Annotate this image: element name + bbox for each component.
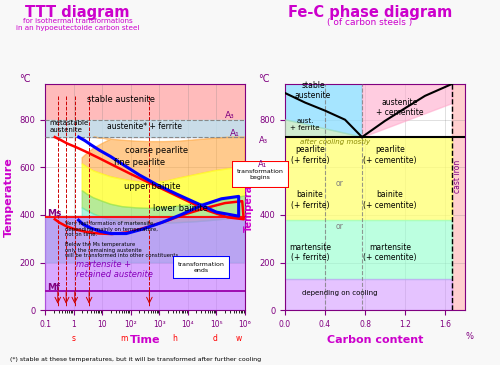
- Text: pearlite
(+ ferrite): pearlite (+ ferrite): [291, 145, 329, 165]
- Polygon shape: [285, 84, 362, 137]
- X-axis label: Time: Time: [130, 335, 160, 345]
- Text: %: %: [466, 332, 474, 341]
- Text: A₃: A₃: [225, 111, 235, 120]
- Text: or: or: [336, 179, 344, 188]
- Text: stable austenite: stable austenite: [87, 95, 155, 104]
- Y-axis label: Temperature: Temperature: [4, 157, 14, 237]
- Text: Fe-C phase diagram: Fe-C phase diagram: [288, 5, 452, 20]
- Text: transformation
ends: transformation ends: [178, 262, 224, 273]
- Polygon shape: [285, 120, 362, 137]
- Text: for isothermal transformations
in an hypoeutectoide carbon steel: for isothermal transformations in an hyp…: [16, 18, 139, 31]
- Text: ( of carbon steels ): ( of carbon steels ): [328, 18, 412, 27]
- Text: or: or: [336, 222, 344, 231]
- Polygon shape: [82, 191, 245, 224]
- Text: coarse pearlite: coarse pearlite: [125, 146, 188, 155]
- Text: lower bainite: lower bainite: [153, 204, 208, 214]
- Text: °C: °C: [19, 74, 30, 84]
- Text: upper bainite: upper bainite: [124, 182, 181, 191]
- Text: austenite* + ferrite: austenite* + ferrite: [107, 122, 182, 131]
- FancyBboxPatch shape: [172, 255, 230, 279]
- Polygon shape: [285, 220, 452, 279]
- Text: martensite
(+ ferrite): martensite (+ ferrite): [289, 243, 331, 262]
- Text: Very fast formation of martensite,
depending mainly on temperature,
not on time.: Very fast formation of martensite, depen…: [65, 221, 158, 237]
- Text: TTT diagram: TTT diagram: [25, 5, 130, 20]
- Text: A₁: A₁: [258, 161, 268, 169]
- Text: Ms: Ms: [48, 209, 62, 218]
- Text: depending on cooling: depending on cooling: [302, 290, 378, 296]
- Text: transformation
begins: transformation begins: [237, 169, 284, 180]
- Polygon shape: [362, 84, 452, 137]
- Polygon shape: [285, 279, 452, 310]
- Text: aust.
+ ferrite: aust. + ferrite: [290, 118, 320, 131]
- Text: A₃: A₃: [258, 136, 268, 145]
- Polygon shape: [45, 217, 245, 310]
- Text: martensite
(+ cementite): martensite (+ cementite): [363, 243, 417, 262]
- X-axis label: Carbon content: Carbon content: [327, 335, 423, 345]
- Polygon shape: [452, 84, 465, 310]
- Text: s: s: [72, 334, 76, 343]
- Y-axis label: Temperature: Temperature: [244, 162, 254, 232]
- Text: austenite
+ cementite: austenite + cementite: [376, 97, 424, 117]
- Polygon shape: [45, 120, 245, 137]
- Text: fine pearlite: fine pearlite: [114, 158, 164, 168]
- Text: after cooling mostly: after cooling mostly: [300, 138, 370, 145]
- Text: w: w: [236, 334, 242, 343]
- Text: °C: °C: [258, 74, 270, 84]
- Text: m: m: [120, 334, 128, 343]
- Text: metastable
austenite: metastable austenite: [49, 120, 88, 133]
- Polygon shape: [45, 84, 245, 137]
- Polygon shape: [82, 137, 245, 183]
- Text: cast iron: cast iron: [454, 160, 462, 193]
- FancyBboxPatch shape: [232, 161, 289, 188]
- Text: pearlite
(+ cementite): pearlite (+ cementite): [363, 145, 417, 165]
- Text: Below the Ms temperature
only the remaining austenite
will be transformed into o: Below the Ms temperature only the remain…: [65, 242, 180, 258]
- Text: d: d: [212, 334, 217, 343]
- Polygon shape: [45, 208, 245, 262]
- Text: bainite
(+ ferrite): bainite (+ ferrite): [291, 191, 329, 210]
- Text: bainite
(+ cementite): bainite (+ cementite): [363, 191, 417, 210]
- Text: (*) stable at these temperatures, but it will be transformed after further cooli: (*) stable at these temperatures, but it…: [10, 357, 261, 362]
- Text: A₁: A₁: [230, 129, 240, 138]
- Polygon shape: [285, 137, 452, 220]
- Text: h: h: [172, 334, 178, 343]
- Polygon shape: [82, 164, 245, 208]
- Text: martensite +
retained austenite: martensite + retained austenite: [76, 260, 152, 279]
- Text: Mf: Mf: [48, 283, 60, 292]
- Text: stable
austenite: stable austenite: [295, 81, 331, 100]
